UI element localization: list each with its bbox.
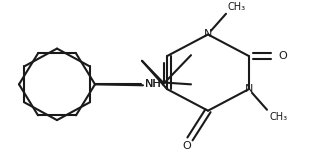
Text: NH: NH xyxy=(145,79,161,89)
Text: NH: NH xyxy=(145,79,161,89)
Text: O: O xyxy=(279,51,287,61)
Text: N: N xyxy=(204,29,212,39)
Text: CH₃: CH₃ xyxy=(269,112,287,122)
Text: CH₃: CH₃ xyxy=(228,2,246,12)
Text: N: N xyxy=(245,84,253,94)
Text: O: O xyxy=(183,141,191,150)
